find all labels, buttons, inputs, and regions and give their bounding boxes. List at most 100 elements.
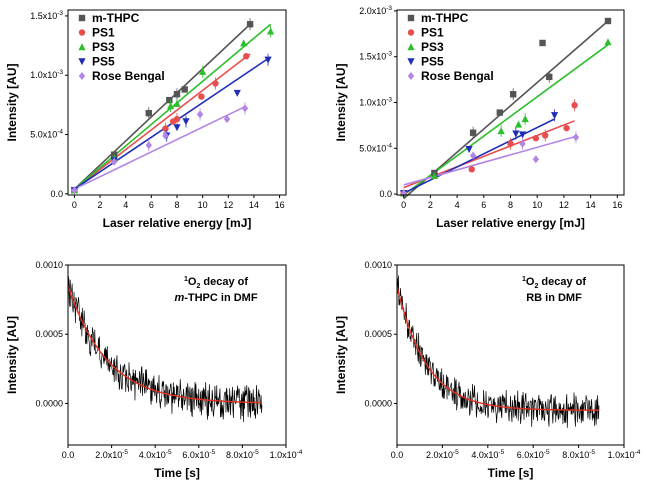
x-tick-label: 2.0x10-5 bbox=[426, 449, 459, 460]
fit-line-rose-bengal bbox=[403, 135, 577, 186]
x-axis-title: Time [s] bbox=[154, 466, 200, 480]
data-point bbox=[166, 96, 173, 104]
data-point bbox=[182, 118, 190, 126]
x-tick-label: 12 bbox=[559, 200, 569, 210]
x-tick-label: 6.0x10-5 bbox=[182, 449, 215, 460]
y-tick-label: 0.0000 bbox=[364, 398, 392, 408]
data-point bbox=[509, 91, 517, 98]
legend-marker bbox=[78, 72, 86, 80]
data-point bbox=[514, 120, 523, 128]
x-tick-label: 1.0x10-4 bbox=[608, 449, 641, 460]
x-tick-label: 14 bbox=[586, 200, 596, 210]
data-point bbox=[173, 115, 181, 123]
x-tick-label: 4.0x10-5 bbox=[471, 449, 504, 460]
data-point bbox=[162, 125, 169, 132]
y-tick-label: 0.0 bbox=[50, 189, 63, 199]
data-point bbox=[519, 139, 526, 148]
y-tick-label: 0.0010 bbox=[35, 260, 63, 270]
fit-line-ps5 bbox=[403, 118, 555, 194]
legend-label: Rose Bengal bbox=[421, 69, 494, 83]
x-axis-title: Laser relative energy [mJ] bbox=[103, 216, 252, 230]
data-point bbox=[198, 93, 205, 100]
data-point bbox=[465, 146, 473, 154]
data-point bbox=[604, 17, 612, 25]
data-point bbox=[507, 140, 514, 147]
data-point bbox=[181, 86, 188, 93]
legend-marker bbox=[407, 58, 415, 66]
data-point bbox=[497, 127, 505, 135]
y-tick-label: 5.0x10-4 bbox=[30, 129, 63, 140]
data-point bbox=[145, 141, 152, 150]
annotation-line-1: 1O2 decay of bbox=[522, 276, 586, 290]
y-tick-label: 0.0005 bbox=[364, 329, 392, 339]
legend-marker bbox=[407, 29, 415, 36]
x-tick-label: 0.0 bbox=[391, 450, 404, 460]
y-tick-label: 1.0x10-3 bbox=[30, 69, 63, 80]
legend-marker bbox=[78, 58, 86, 66]
x-tick-label: 0.0 bbox=[62, 450, 75, 460]
data-point bbox=[469, 151, 477, 160]
x-tick-label: 2 bbox=[98, 200, 103, 210]
chart-top-right: 0 2 4 6 8 10 12 14 16 0.0 5.0x10-4 1.0x10-3 1.5x10-3… bbox=[334, 5, 625, 230]
data-point bbox=[243, 53, 250, 60]
x-axis-title: Time [s] bbox=[488, 466, 534, 480]
data-point bbox=[173, 90, 181, 98]
fit-line-rose-bengal bbox=[74, 105, 247, 190]
data-point bbox=[512, 130, 520, 138]
data-point bbox=[240, 39, 248, 47]
y-axis-title: Intensity [AU] bbox=[5, 63, 19, 141]
fit-line-m-thpc bbox=[73, 23, 251, 190]
y-tick-label: 5.0x10-4 bbox=[359, 142, 392, 153]
y-tick-label: 1.5x10-3 bbox=[30, 10, 63, 21]
data-point bbox=[241, 104, 249, 113]
data-point bbox=[173, 124, 181, 132]
legend-label: PS3 bbox=[92, 40, 115, 54]
data-point bbox=[212, 80, 219, 87]
data-point bbox=[166, 102, 175, 110]
legend-label: PS1 bbox=[92, 26, 115, 40]
decay-fit-curve bbox=[67, 285, 263, 404]
y-axis-title: Intensity [AU] bbox=[334, 316, 348, 394]
legend-marker bbox=[78, 29, 86, 36]
fit-line-ps3 bbox=[403, 44, 609, 196]
data-point bbox=[173, 99, 181, 107]
data-point bbox=[145, 109, 152, 117]
annotation-line-2: m-THPC in DMF bbox=[174, 292, 257, 304]
x-tick-label: 8.0x10-5 bbox=[226, 449, 259, 460]
data-point bbox=[267, 27, 275, 35]
legend-label: PS5 bbox=[92, 55, 115, 69]
decay-fit-curve bbox=[396, 285, 600, 411]
chart-bottom-right: 0.0 2.0x10-5 4.0x10-5 6.0x10-5 8.0x10-5 1.0x1… bbox=[334, 260, 641, 480]
legend-marker bbox=[78, 43, 86, 51]
data-point bbox=[572, 133, 580, 142]
legend-marker bbox=[407, 14, 415, 22]
chart-top-left: 0 2 4 6 8 10 12 14 16 0.0 5.0x10-4 1.0x10-3 1.5x10-3… bbox=[5, 9, 287, 230]
legend-label: PS5 bbox=[421, 55, 444, 69]
data-point bbox=[496, 109, 504, 116]
x-tick-label: 0 bbox=[401, 200, 406, 210]
y-axis-title: Intensity [AU] bbox=[5, 316, 19, 394]
data-point bbox=[546, 73, 553, 81]
legend-label: m-THPC bbox=[92, 11, 140, 25]
legend-label: Rose Bengal bbox=[92, 69, 165, 83]
annotation-line-1: 1O2 decay of bbox=[184, 276, 248, 290]
legend-label: PS3 bbox=[421, 40, 444, 54]
data-point bbox=[246, 21, 254, 28]
legend-label: PS1 bbox=[421, 26, 444, 40]
data-point bbox=[199, 67, 207, 75]
x-tick-label: 4 bbox=[123, 200, 128, 210]
x-tick-label: 4 bbox=[455, 200, 460, 210]
data-point bbox=[518, 131, 527, 139]
x-tick-label: 8 bbox=[174, 200, 179, 210]
x-tick-label: 8 bbox=[508, 200, 513, 210]
x-tick-label: 6 bbox=[481, 200, 486, 210]
legend-marker bbox=[78, 14, 86, 22]
x-tick-label: 4.0x10-5 bbox=[139, 449, 172, 460]
legend-label: m-THPC bbox=[421, 11, 469, 25]
data-point bbox=[563, 124, 570, 132]
x-tick-label: 10 bbox=[532, 200, 542, 210]
y-tick-label: 0.0000 bbox=[35, 398, 63, 408]
data-point bbox=[571, 102, 578, 109]
x-tick-label: 6 bbox=[149, 200, 154, 210]
